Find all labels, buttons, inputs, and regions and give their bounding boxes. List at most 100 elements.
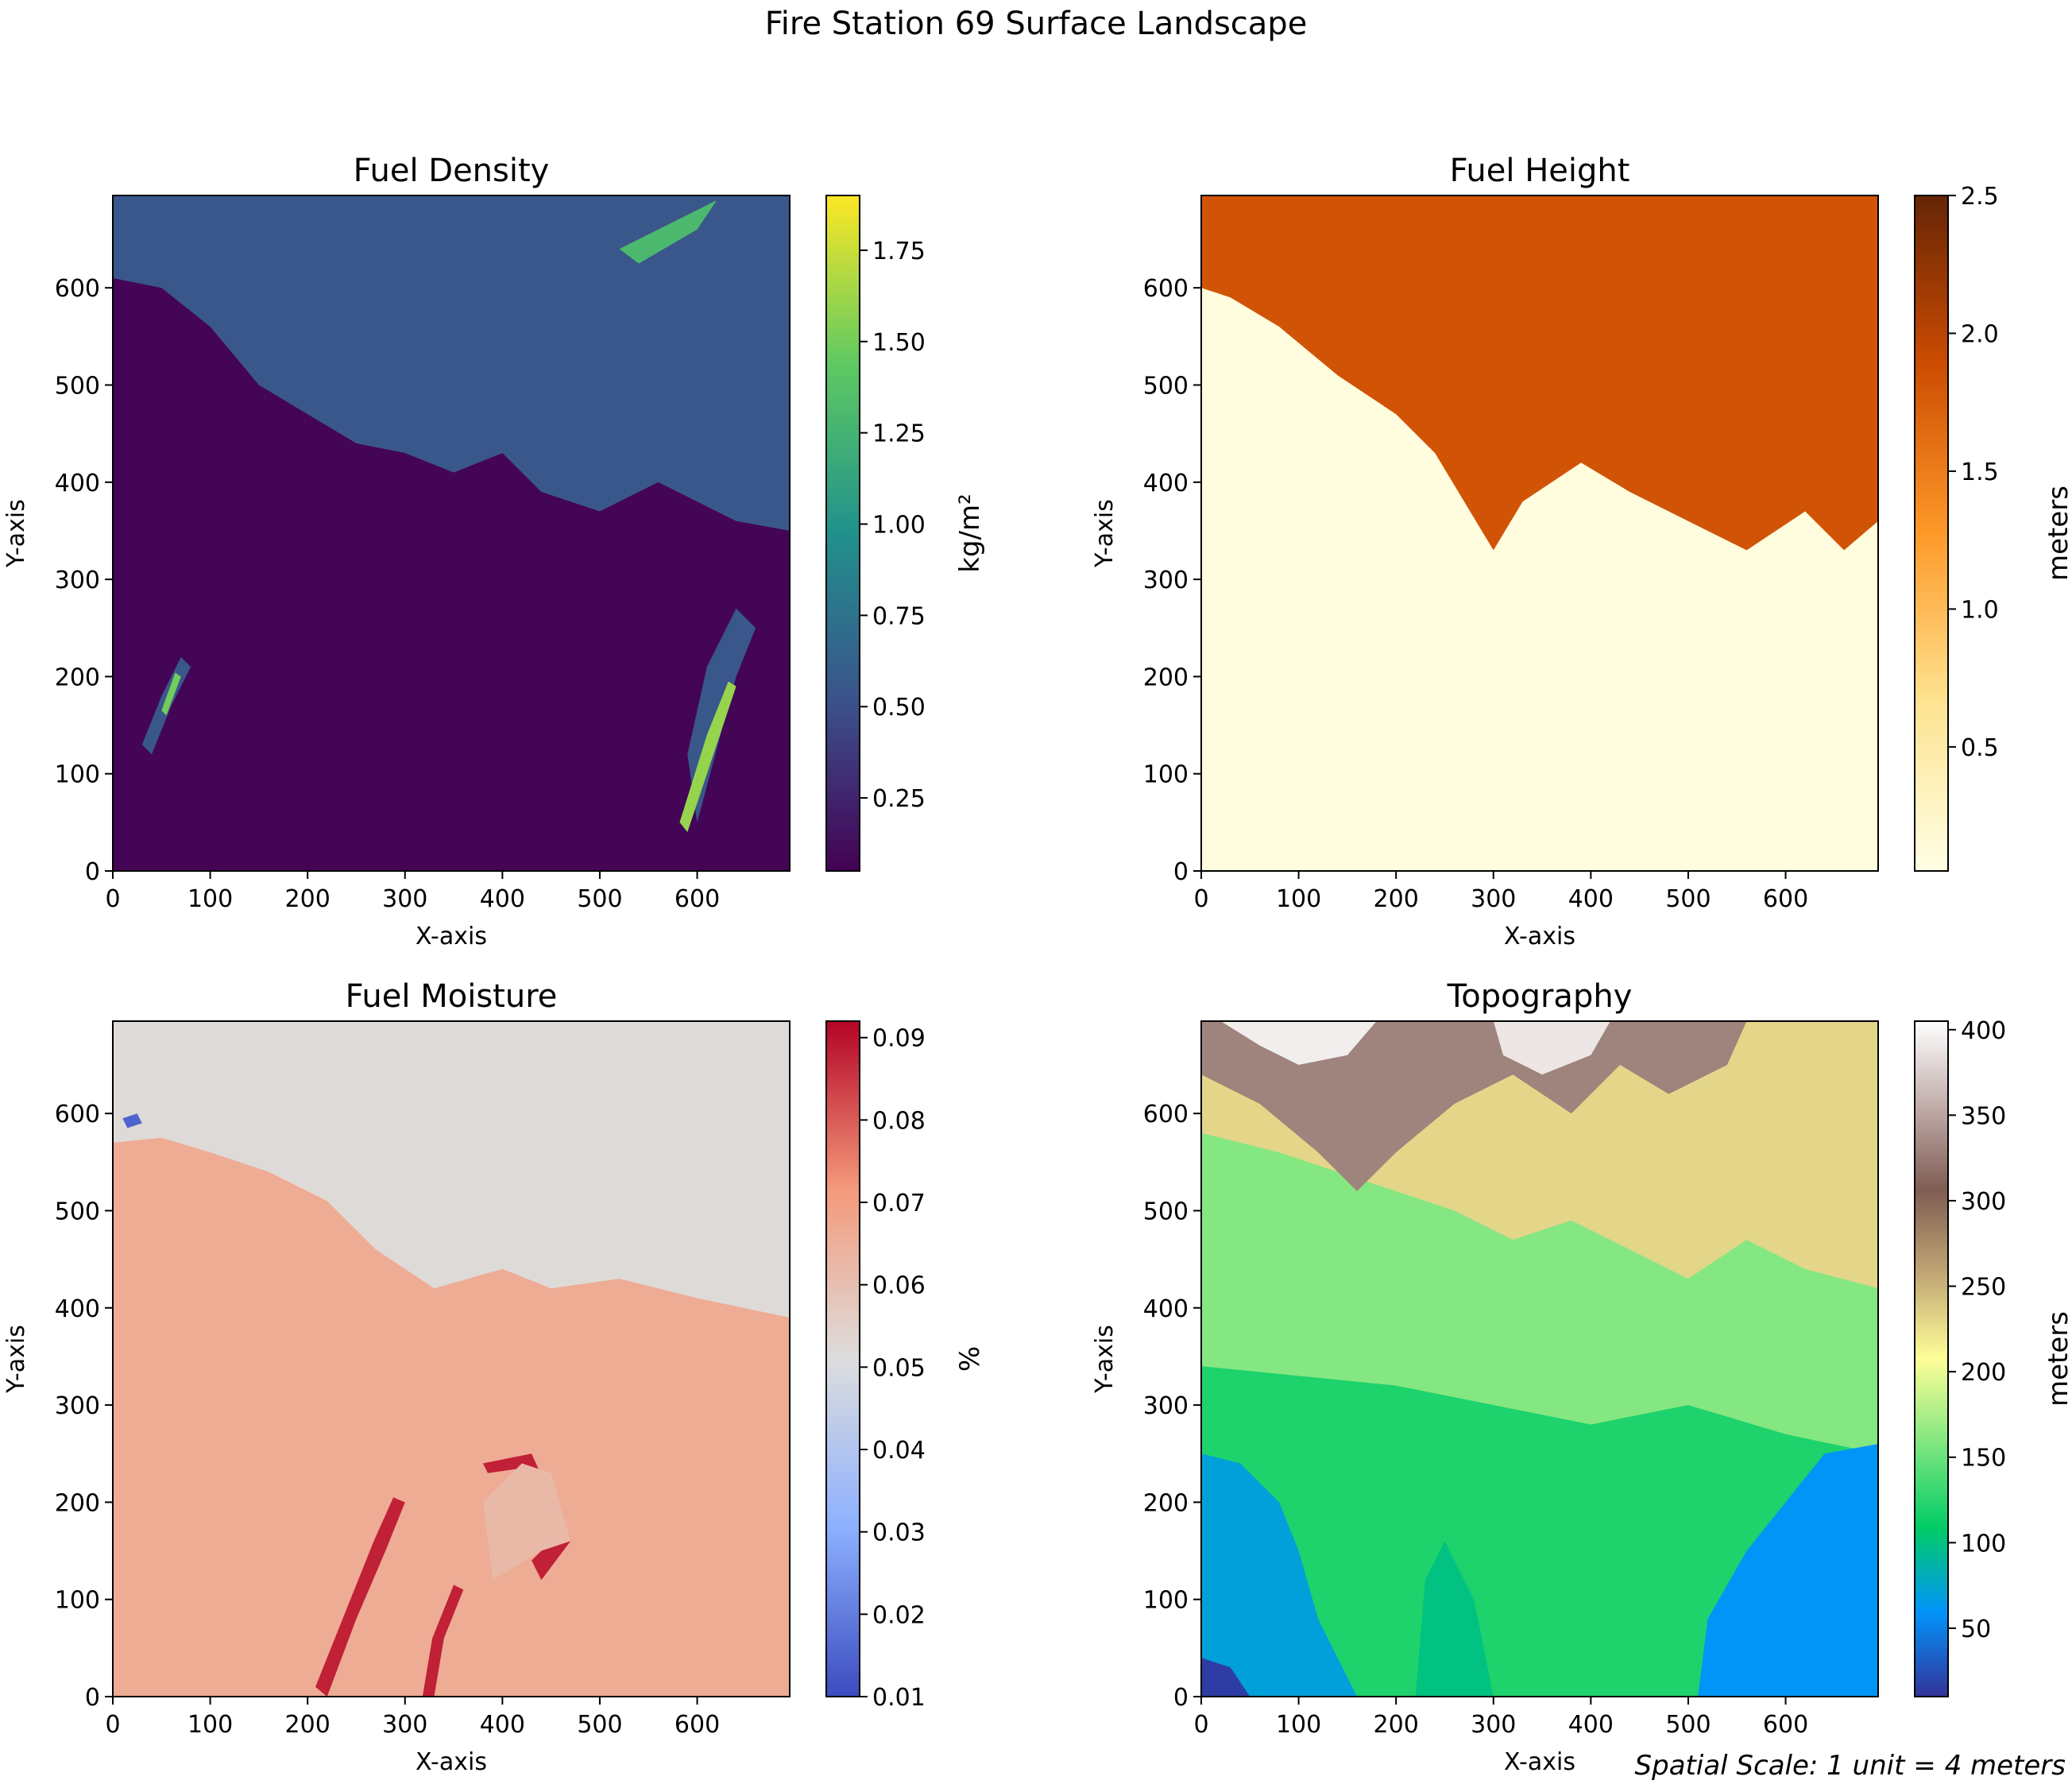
- topography-colorbar-tick-label: 300: [1961, 1188, 2006, 1216]
- topography-colorbar-tick-label: 150: [1961, 1445, 2006, 1473]
- fuel-moisture-xtick-label: 400: [480, 1711, 525, 1739]
- fuel-density-heatmap-base: [113, 195, 790, 871]
- fuel-height-colorbar-label: meters: [2043, 486, 2072, 581]
- fuel-density-ytick-label: 500: [55, 372, 100, 400]
- fuel-density-xtick-label: 200: [285, 885, 331, 913]
- topography-ytick-label: 200: [1143, 1489, 1189, 1517]
- fuel-moisture-axes-frame: [112, 1020, 791, 1697]
- topography-region-6: [1698, 1444, 1878, 1697]
- fuel-moisture-colorbar-tick-label: 0.01: [872, 1684, 926, 1712]
- fuel-height-colorbar-tick-label: 2.5: [1961, 183, 1999, 211]
- fuel-moisture-heatmap: [113, 1021, 790, 1697]
- topography-region-1: [1201, 1021, 1878, 1289]
- fuel-density-axes-frame: [112, 195, 791, 872]
- topography-colorbar-tick-label: 50: [1961, 1616, 1991, 1643]
- fuel-height-ytick-label: 0: [1173, 858, 1189, 886]
- fuel-height-ytick-label: 400: [1143, 470, 1189, 497]
- fuel-density-colorbar-tick-label: 0.25: [872, 785, 926, 813]
- fuel-height-ytick-label: 100: [1143, 761, 1189, 789]
- fuel-moisture-region-0: [113, 1137, 790, 1697]
- fuel-height-heatmap-base: [1201, 195, 1878, 871]
- fuel-density-heatmap: [113, 195, 790, 871]
- topography-xtick-label: 600: [1763, 1711, 1808, 1739]
- fuel-moisture-colorbar-tick-label: 0.09: [872, 1025, 926, 1053]
- fuel-height-title: Fuel Height: [1450, 153, 1630, 189]
- fuel-moisture-ylabel: Y-axis: [2, 1325, 30, 1394]
- fuel-density-xtick-label: 600: [675, 885, 720, 913]
- fuel-density-colorbar-tick-label: 0.75: [872, 602, 926, 630]
- topography-xlabel: X-axis: [1504, 1748, 1575, 1776]
- fuel-height-xtick-label: 200: [1374, 885, 1419, 913]
- fuel-moisture-title: Fuel Moisture: [346, 978, 558, 1015]
- topography-ytick-label: 100: [1143, 1587, 1189, 1615]
- fuel-moisture-colorbar-tick-label: 0.07: [872, 1190, 926, 1217]
- fuel-moisture-colorbar: [825, 1020, 860, 1697]
- fuel-moisture-colorbar-tick-label: 0.08: [872, 1107, 926, 1135]
- fuel-density-region-1: [687, 608, 756, 822]
- fuel-density-region-2: [141, 656, 191, 755]
- topography-ytick-label: 400: [1143, 1295, 1189, 1323]
- topography-region-5: [1201, 1453, 1358, 1697]
- fuel-moisture-xtick-label: 600: [675, 1711, 720, 1739]
- topography-ytick-label: 500: [1143, 1198, 1189, 1225]
- fuel-density-xtick-label: 500: [577, 885, 622, 913]
- fuel-height-colorbar-tick-label: 2.0: [1961, 320, 1999, 348]
- fuel-moisture-colorbar-label: %: [954, 1346, 986, 1372]
- topography-xtick-label: 200: [1374, 1711, 1419, 1739]
- topography-colorbar: [1914, 1020, 1949, 1697]
- fuel-moisture-xlabel: X-axis: [416, 1748, 487, 1776]
- fuel-height-xtick-label: 100: [1276, 885, 1321, 913]
- topography-ylabel: Y-axis: [1091, 1325, 1119, 1394]
- fuel-height-ylabel: Y-axis: [1091, 499, 1119, 568]
- fuel-density-title: Fuel Density: [354, 153, 550, 189]
- fuel-density-region-5: [619, 200, 717, 264]
- topography-region-2: [1201, 1021, 1747, 1191]
- fuel-density-colorbar-tick-label: 0.50: [872, 694, 926, 722]
- fuel-density-xtick-label: 0: [105, 885, 120, 913]
- topography-colorbar-label: meters: [2043, 1311, 2072, 1407]
- fuel-moisture-heatmap-base: [113, 1021, 790, 1697]
- fuel-moisture-ytick-label: 0: [85, 1684, 100, 1712]
- topography-heatmap: [1201, 1021, 1878, 1697]
- fuel-height-ytick-label: 200: [1143, 664, 1189, 691]
- fuel-density-region-4: [161, 672, 181, 716]
- fuel-moisture-region-5: [122, 1113, 142, 1128]
- fuel-density-colorbar-label: kg/m²: [954, 493, 986, 572]
- topography-title: Topography: [1447, 978, 1633, 1015]
- fuel-moisture-region-3: [422, 1585, 464, 1697]
- topography-xtick-label: 300: [1471, 1711, 1516, 1739]
- fuel-height-colorbar: [1914, 195, 1949, 872]
- topography-xtick-label: 400: [1568, 1711, 1614, 1739]
- topography-region-3: [1220, 1021, 1377, 1065]
- fuel-moisture-ytick-label: 400: [55, 1295, 100, 1323]
- topography-xtick-label: 500: [1665, 1711, 1711, 1739]
- fuel-height-colorbar-tick-label: 1.0: [1961, 596, 1999, 624]
- fuel-density-colorbar-tick-label: 1.25: [872, 420, 926, 448]
- topography-colorbar-tick-label: 350: [1961, 1102, 2006, 1130]
- fuel-height-xtick-label: 400: [1568, 885, 1614, 913]
- fuel-moisture-xtick-label: 100: [187, 1711, 233, 1739]
- fuel-moisture-colorbar-tick-label: 0.05: [872, 1354, 926, 1382]
- fuel-height-ytick-label: 300: [1143, 567, 1189, 594]
- fuel-moisture-colorbar-tick-label: 0.02: [872, 1601, 926, 1629]
- topography-colorbar-tick-label: 400: [1961, 1017, 2006, 1045]
- fuel-density-colorbar: [825, 195, 860, 872]
- fuel-moisture-colorbar-tick-label: 0.06: [872, 1272, 926, 1300]
- topography-xtick-label: 0: [1193, 1711, 1208, 1739]
- fuel-height-xtick-label: 300: [1471, 885, 1516, 913]
- fuel-density-ytick-label: 300: [55, 567, 100, 594]
- fuel-moisture-ytick-label: 600: [55, 1101, 100, 1128]
- fuel-moisture-region-4: [482, 1463, 571, 1581]
- fuel-moisture-region-1: [315, 1497, 405, 1697]
- fuel-height-colorbar-tick-label: 1.5: [1961, 459, 1999, 486]
- fuel-height-heatmap: [1201, 195, 1878, 871]
- fuel-density-ytick-label: 200: [55, 664, 100, 691]
- fuel-height-xlabel: X-axis: [1504, 923, 1575, 950]
- fuel-density-ylabel: Y-axis: [2, 499, 30, 568]
